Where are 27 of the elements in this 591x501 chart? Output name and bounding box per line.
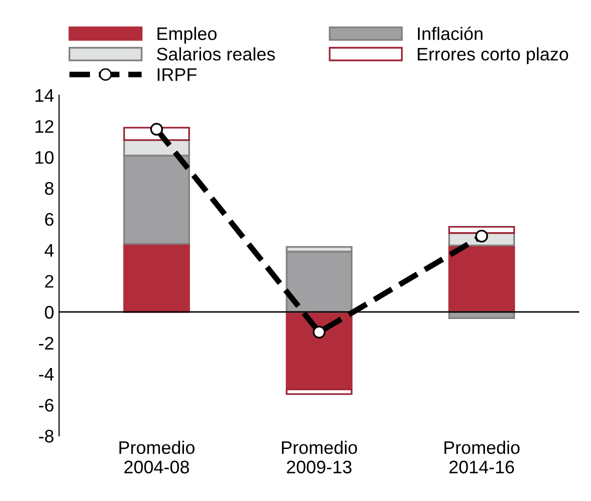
legend-label: Errores corto plazo (418, 47, 568, 64)
point (312, 326, 326, 339)
y-tick-label: 4 (44, 244, 54, 257)
legend-label: Salarios reales (156, 47, 275, 61)
y-tick-label: -6 (38, 398, 54, 412)
y-tick-label: -2 (38, 336, 54, 350)
point (150, 122, 164, 136)
bar (286, 388, 352, 395)
y-tick-label: -4 (38, 368, 54, 380)
y-tick-label: 0 (44, 306, 54, 319)
legend-label: IRPF (158, 68, 196, 81)
legend-label: Empleo (158, 26, 217, 44)
bar (286, 311, 352, 390)
bar (448, 244, 516, 313)
y-tick-label: -8 (38, 430, 54, 443)
point (475, 230, 488, 242)
y-tick-label: 12 (36, 120, 54, 133)
y-tick-label: 10 (36, 151, 54, 164)
y-tick-label: 6 (45, 213, 54, 226)
y-tick-label: 2 (45, 274, 54, 288)
y-tick-label: 14 (36, 89, 54, 102)
bar (123, 243, 190, 313)
legend-label: Inflación (418, 26, 482, 40)
x-tick-label: Promedio 2009-13 (282, 440, 358, 474)
y-tick-label: 8 (44, 182, 54, 195)
x-tick-label: Promedio 2004-08 (119, 440, 194, 474)
x-tick-label: Promedio 2014-16 (444, 440, 520, 474)
